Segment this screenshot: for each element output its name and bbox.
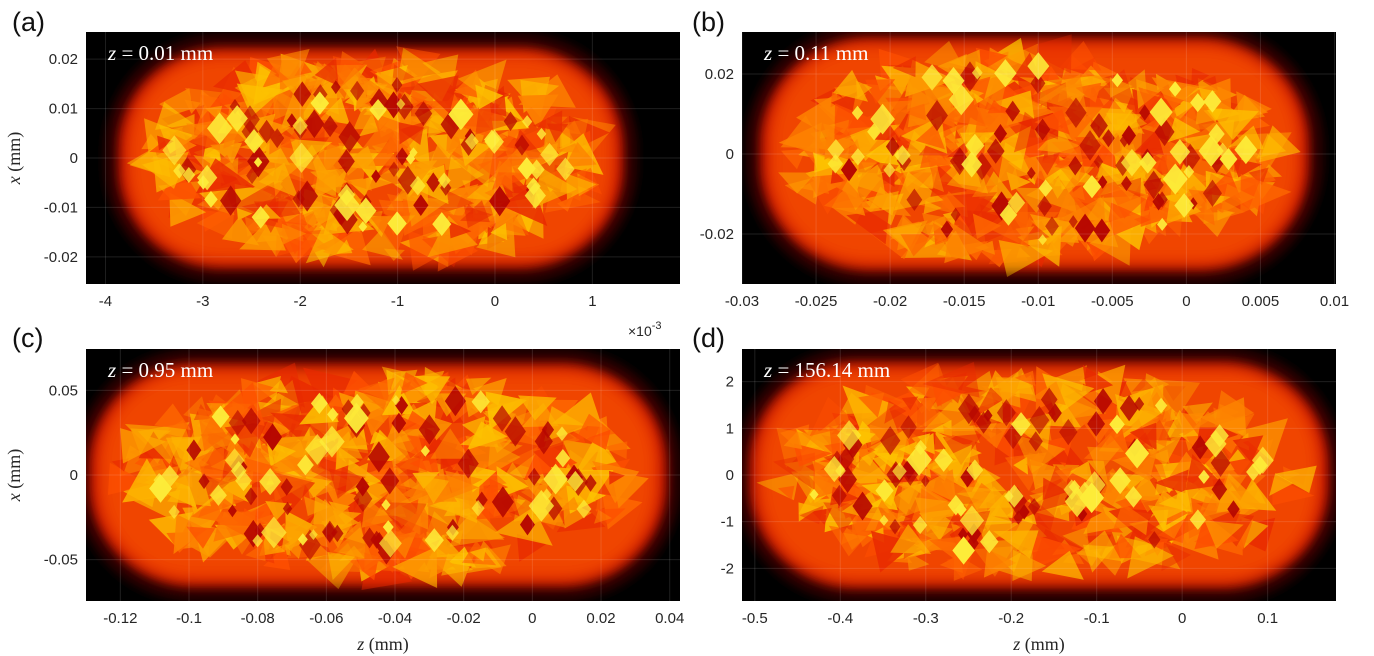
- x-axis-label: z (mm): [1012, 634, 1065, 655]
- y-tick-label: -0.02: [700, 226, 734, 243]
- x-tick-label: -0.025: [795, 293, 838, 310]
- z-annotation-var: z: [107, 41, 116, 65]
- x-axis-label: z (mm): [356, 634, 409, 655]
- z-annotation-value: = 156.14 mm: [772, 358, 890, 382]
- y-tick-label: 0.01: [49, 101, 78, 118]
- x-tick-label: -3: [196, 293, 209, 310]
- x-tick-label: 0: [1178, 610, 1186, 627]
- grid: [86, 32, 680, 284]
- y-tick-label: -0.02: [44, 249, 78, 266]
- panel-d: -0.5 -0.4 -0.3 -0.2 -0.1 0 0.1 2 1 0 -1 -2 z = 156.1…: [692, 323, 1336, 655]
- speckle-texture: [107, 362, 649, 590]
- x-tick-label: -0.04: [378, 610, 412, 627]
- grid: [86, 349, 680, 601]
- x-tick-label: 0: [1182, 293, 1190, 310]
- y-tick-label: -1: [721, 514, 734, 531]
- x-tick-label: -0.005: [1091, 293, 1134, 310]
- y-axis-label: x (mm): [4, 132, 25, 186]
- y-tick-label: 0.02: [705, 66, 734, 83]
- z-annotation: z = 156.14 mm: [763, 358, 890, 382]
- x-tick-label: -4: [99, 293, 112, 310]
- panel-a: -4 -3 -2 -1 0 1 0.02 0.01 0 -0.01 -0.02 z = 0.01 mm…: [4, 7, 680, 339]
- y-tick-label: -0.05: [44, 552, 78, 569]
- z-annotation-value: = 0.95 mm: [116, 358, 213, 382]
- x-tick-label: -0.02: [447, 610, 481, 627]
- x-tick-label: 0.04: [655, 610, 684, 627]
- x-tick-label: 0.01: [1320, 293, 1349, 310]
- y-axis-label: x (mm): [4, 449, 25, 503]
- y-tick-label: 0.02: [49, 51, 78, 68]
- y-tick-label: 0: [726, 467, 734, 484]
- x-tick-label: -0.1: [1084, 610, 1110, 627]
- x-tick-label: 0.005: [1242, 293, 1280, 310]
- y-tick-label: -0.01: [44, 199, 78, 216]
- panel-c: -0.12 -0.1 -0.08 -0.06 -0.04 -0.02 0 0.02 0.04 0.…: [4, 323, 684, 655]
- panel-letter: (b): [692, 7, 725, 37]
- z-annotation-var: z: [107, 358, 116, 382]
- y-tick-label: 0: [70, 467, 78, 484]
- grid: [741, 32, 1336, 284]
- x-tick-label: -0.4: [827, 610, 853, 627]
- panel-b: -0.03 -0.025 -0.02 -0.015 -0.01 -0.005 0 0.005 0…: [692, 7, 1349, 310]
- panel-letter: (c): [12, 323, 43, 353]
- panel-letter: (d): [692, 323, 725, 353]
- z-annotation-value: = 0.11 mm: [772, 41, 868, 65]
- x-tick-label: 0.02: [586, 610, 615, 627]
- z-annotation-var: z: [763, 41, 772, 65]
- panel-letter: (a): [12, 7, 45, 37]
- heatmap-image: [742, 349, 1336, 601]
- x-tick-label: 0: [491, 293, 499, 310]
- heatmap-image: [745, 32, 1324, 284]
- heatmap-image: [86, 349, 680, 601]
- y-tick-label: -2: [721, 560, 734, 577]
- speckle-texture: [778, 34, 1301, 277]
- x-tick-label: -0.3: [913, 610, 939, 627]
- x-tick-label: -0.1: [176, 610, 202, 627]
- x-tick-label: -0.2: [998, 610, 1024, 627]
- x-tick-label: -0.01: [1021, 293, 1055, 310]
- x-tick-label: -0.015: [943, 293, 986, 310]
- y-tick-label: 0: [70, 150, 78, 167]
- z-annotation-var: z: [763, 358, 772, 382]
- y-tick-label: 0.05: [49, 382, 78, 399]
- z-annotation-value: = 0.01 mm: [116, 41, 213, 65]
- x-tick-label: 0: [528, 610, 536, 627]
- speckle-texture: [126, 46, 616, 272]
- heatmap-image: [104, 33, 638, 283]
- x-tick-label: 0.1: [1257, 610, 1278, 627]
- x-tick-label: -0.03: [725, 293, 759, 310]
- x-tick-label: -2: [294, 293, 307, 310]
- x-tick-label: -1: [391, 293, 404, 310]
- grid: [742, 349, 1336, 601]
- y-tick-label: 1: [726, 420, 734, 437]
- x-exponent-label: ×10-3: [628, 320, 662, 339]
- speckle-texture: [756, 361, 1317, 582]
- x-tick-label: -0.5: [742, 610, 768, 627]
- z-annotation: z = 0.95 mm: [107, 358, 213, 382]
- y-tick-label: 2: [726, 374, 734, 391]
- x-tick-label: -0.08: [241, 610, 275, 627]
- z-annotation: z = 0.11 mm: [763, 41, 868, 65]
- x-tick-label: -0.02: [873, 293, 907, 310]
- x-tick-label: 1: [588, 293, 596, 310]
- x-tick-label: -0.06: [309, 610, 343, 627]
- x-tick-label: -0.12: [103, 610, 137, 627]
- y-tick-label: 0: [726, 146, 734, 163]
- z-annotation: z = 0.01 mm: [107, 41, 213, 65]
